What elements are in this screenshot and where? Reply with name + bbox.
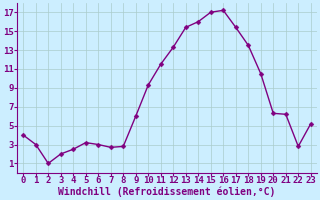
X-axis label: Windchill (Refroidissement éolien,°C): Windchill (Refroidissement éolien,°C) [58,187,276,197]
